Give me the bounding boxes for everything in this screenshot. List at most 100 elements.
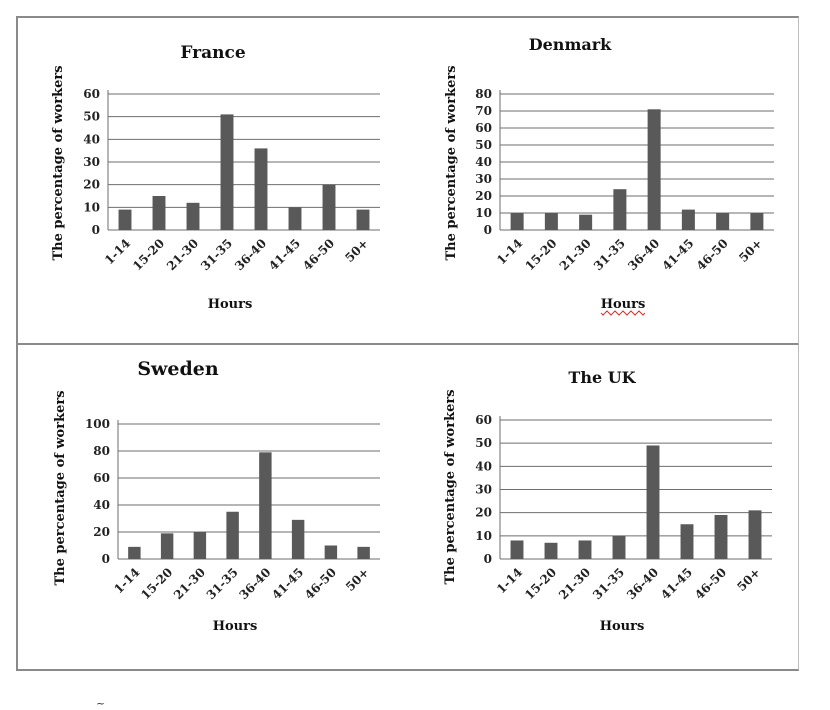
bar xyxy=(716,213,730,230)
bar xyxy=(186,202,200,230)
x-tick-label: 50+ xyxy=(342,236,371,265)
bar xyxy=(324,545,338,559)
x-tick-label: 36-40 xyxy=(236,565,273,602)
x-tick-label: 15-20 xyxy=(522,565,559,602)
y-tick-label: 20 xyxy=(83,178,100,192)
x-tick-label: 41-45 xyxy=(266,236,303,273)
y-tick-label: 30 xyxy=(475,483,492,497)
y-axis-label: The percentage of workers xyxy=(51,65,66,260)
y-tick-label: 30 xyxy=(83,155,100,169)
bar xyxy=(152,196,166,230)
bar xyxy=(254,148,268,230)
y-axis-label: The percentage of workers xyxy=(53,390,68,585)
spellcheck-underline xyxy=(600,310,646,316)
x-tick-label: 1-14 xyxy=(494,565,525,596)
x-tick-label: 50+ xyxy=(734,565,763,594)
x-tick-label: 50+ xyxy=(343,565,372,594)
x-tick-label: 21-30 xyxy=(164,236,201,273)
x-tick-label: 21-30 xyxy=(556,565,593,602)
bar xyxy=(128,546,141,559)
chart-uk: 0 10 20 30 40 50 60 1-1415-2021-3031-3536-4041-… xyxy=(443,368,772,634)
y-tick-label: 10 xyxy=(475,206,492,220)
bar xyxy=(680,524,694,559)
bar xyxy=(646,445,660,559)
chart-panel-sweden: 0 20 40 60 80 100 1-14 15-20 21-30 31-35 36-40 41-4… xyxy=(16,344,412,671)
bar xyxy=(647,109,661,230)
x-tick-label: 36-40 xyxy=(624,565,661,602)
y-tick-label: 20 xyxy=(93,525,110,539)
y-tick-label: 0 xyxy=(92,223,100,237)
x-axis-label: Hours xyxy=(601,297,646,312)
y-tick-label: 50 xyxy=(475,138,492,152)
bar xyxy=(748,510,762,559)
x-tick-label: 41-45 xyxy=(269,565,306,602)
chart-title: France xyxy=(180,43,245,63)
x-tick-label: 15-20 xyxy=(130,236,167,273)
bar xyxy=(714,514,728,559)
y-tick-label: 100 xyxy=(85,417,110,431)
chart-sweden: 0204060801001-1415-2021-3031-3536-4041-4… xyxy=(53,358,380,634)
bar xyxy=(322,184,336,230)
y-tick-label: 0 xyxy=(484,552,492,566)
bar xyxy=(220,114,234,230)
y-tick-label: 60 xyxy=(83,87,100,101)
bar xyxy=(118,209,132,230)
x-tick-label: 1-14 xyxy=(494,236,525,267)
x-tick-label: 1-14 xyxy=(102,236,133,267)
y-tick-label: 40 xyxy=(475,155,492,169)
chart-denmark: 0 10 20 30 40 50 60 70 80 1-1415-2021-3031-3536-4… xyxy=(444,35,774,316)
bar xyxy=(356,209,370,230)
y-tick-label: 80 xyxy=(475,87,492,101)
x-tick-label: 46-50 xyxy=(300,236,337,273)
bar xyxy=(291,519,305,559)
chart-france: 0 10 20 30 40 50 60 1-1415-2021-3031-3536-4041-… xyxy=(51,43,380,312)
chart-title: Sweden xyxy=(137,358,219,380)
y-tick-label: 50 xyxy=(83,110,100,124)
bar xyxy=(681,209,695,230)
x-tick-label: 36-40 xyxy=(232,236,269,273)
bar xyxy=(510,540,524,559)
bar xyxy=(288,207,302,230)
x-tick-label: 41-45 xyxy=(659,236,696,273)
y-tick-label: 10 xyxy=(475,529,492,543)
x-tick-label: 50+ xyxy=(736,236,765,265)
y-tick-label: 0 xyxy=(484,223,492,237)
y-tick-label: 20 xyxy=(475,506,492,520)
bar xyxy=(357,546,370,559)
x-tick-label: 46-50 xyxy=(694,236,731,273)
x-tick-label: 21-30 xyxy=(557,236,594,273)
y-tick-label: 60 xyxy=(475,121,492,135)
chart-panel-denmark: 0 10 20 30 40 50 60 70 80 1-14 15-20 21-30 31-35 36-4… xyxy=(410,16,799,345)
bar xyxy=(226,511,239,559)
y-tick-label: 20 xyxy=(475,189,492,203)
y-tick-label: 80 xyxy=(93,444,110,458)
bar xyxy=(612,535,626,559)
bar xyxy=(578,540,592,559)
bar xyxy=(510,213,524,230)
y-tick-label: 60 xyxy=(475,413,492,427)
x-axis-label: Hours xyxy=(600,619,645,634)
stray-mark: ~ xyxy=(96,697,106,710)
y-axis-label: The percentage of workers xyxy=(444,65,459,260)
bar xyxy=(193,532,207,559)
bar xyxy=(544,542,558,559)
y-tick-label: 40 xyxy=(475,459,492,473)
y-tick-label: 0 xyxy=(102,552,110,566)
y-tick-label: 40 xyxy=(83,132,100,146)
x-tick-label: 41-45 xyxy=(658,565,695,602)
x-tick-label: 31-35 xyxy=(590,565,627,602)
chart-panel-uk: 0 10 20 30 40 50 60 1-14 15-20 21-30 31-35 36-40 41-… xyxy=(410,344,799,671)
x-tick-label: 36-40 xyxy=(625,236,662,273)
x-tick-label: 21-30 xyxy=(171,565,208,602)
bar xyxy=(613,189,627,230)
bar xyxy=(579,214,593,230)
y-tick-label: 10 xyxy=(83,200,100,214)
bar xyxy=(544,213,558,230)
x-tick-label: 46-50 xyxy=(692,565,729,602)
bar xyxy=(259,452,272,559)
x-tick-label: 15-20 xyxy=(138,565,175,602)
y-tick-label: 40 xyxy=(93,498,110,512)
y-tick-label: 50 xyxy=(475,436,492,450)
chart-panel-france: 0 10 20 30 40 50 60 1-14 15-20 21-30 31-35 36-40 41-… xyxy=(16,16,412,345)
y-tick-label: 60 xyxy=(93,471,110,485)
